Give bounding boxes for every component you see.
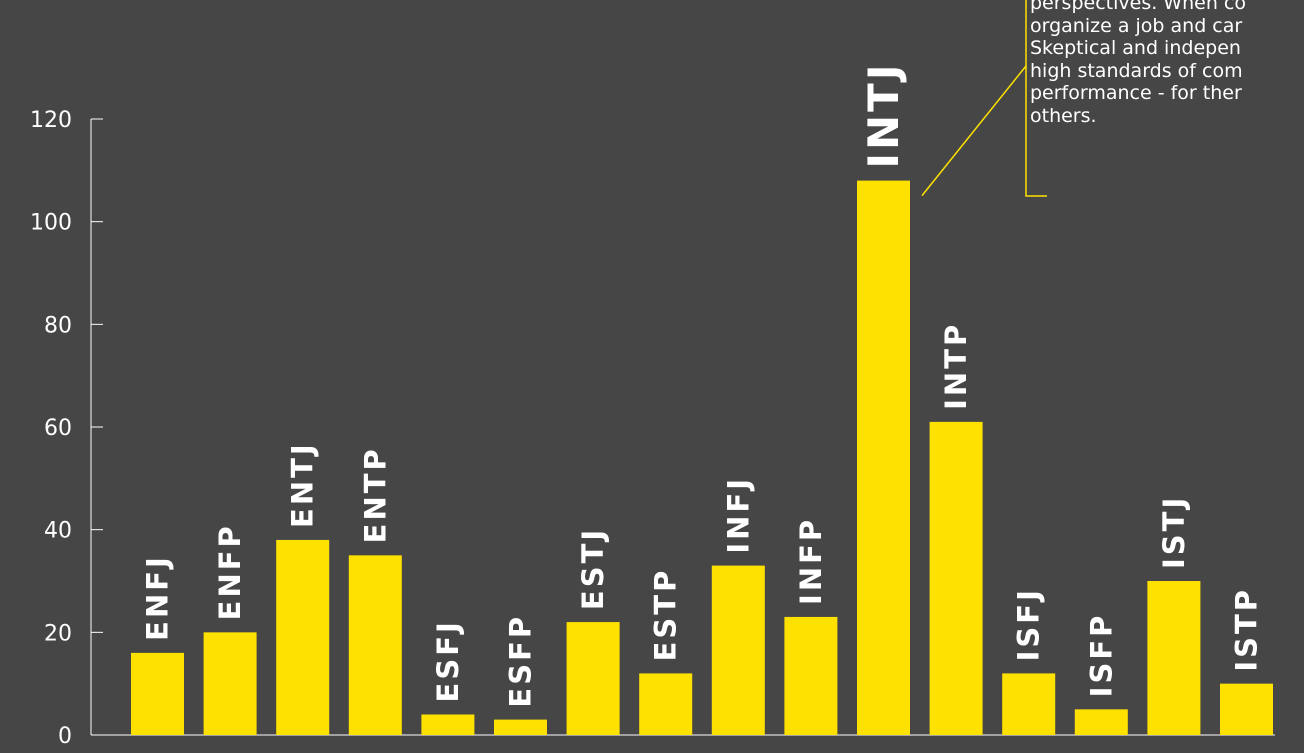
- bar-label-infj: INFJ: [721, 476, 755, 554]
- y-tick-label: 60: [44, 416, 72, 441]
- bar-label-istp: ISTP: [1230, 587, 1264, 672]
- y-tick-label: 80: [44, 313, 72, 338]
- bar-istj: [1147, 581, 1201, 735]
- bar-entp: [348, 555, 402, 735]
- bar-esfj: [421, 714, 475, 735]
- annotation-bracket: [1025, 0, 1047, 197]
- bar-enfj: [131, 652, 184, 735]
- bar-enfp: [203, 632, 257, 735]
- bar-istp: [1220, 683, 1273, 735]
- bar-intp: [929, 421, 983, 735]
- bars: [131, 180, 1273, 736]
- y-tick-label: 20: [44, 621, 72, 646]
- bar-entj: [276, 539, 330, 735]
- bar-label-infp: INFP: [794, 517, 828, 605]
- bar-label-intp: INTP: [939, 322, 973, 410]
- bar-isfp: [1074, 709, 1128, 735]
- bar-infp: [784, 616, 838, 735]
- y-tick-label: 40: [44, 519, 72, 544]
- bar-label-esfp: ESFP: [504, 614, 538, 708]
- bar-infj: [711, 565, 765, 735]
- bar-intj: [857, 180, 910, 736]
- bar-label-enfp: ENFP: [213, 523, 247, 620]
- bar-estj: [566, 622, 620, 735]
- bar-label-esfj: ESFJ: [431, 619, 465, 702]
- annotation-text: perspectives. When co organize a job and…: [1030, 0, 1246, 127]
- y-tick-label: 120: [30, 108, 72, 133]
- y-tick-label: 0: [58, 724, 72, 749]
- bar-label-isfp: ISFP: [1084, 613, 1118, 698]
- y-tick-label: 100: [30, 211, 72, 236]
- annotation-leader-line: [921, 65, 1027, 197]
- bar-label-intj: INTJ: [859, 62, 908, 169]
- bar-label-isfj: ISFJ: [1012, 587, 1046, 661]
- bar-labels: ENFJ ENFP ENTJ ENTP ESFJ ESFP ESTJ ESTP INFJ INFP…: [141, 62, 1264, 708]
- bar-label-istj: ISTJ: [1157, 495, 1191, 569]
- bar-esfp: [494, 719, 547, 735]
- bar-isfj: [1002, 673, 1056, 735]
- bar-label-estj: ESTJ: [576, 527, 610, 610]
- bar-label-estp: ESTP: [649, 568, 683, 662]
- bar-label-enfj: ENFJ: [141, 554, 175, 641]
- bar-label-entp: ENTP: [358, 446, 392, 543]
- bar-estp: [639, 673, 693, 735]
- bar-label-entj: ENTJ: [286, 441, 320, 528]
- annotation-callout: [921, 0, 1047, 197]
